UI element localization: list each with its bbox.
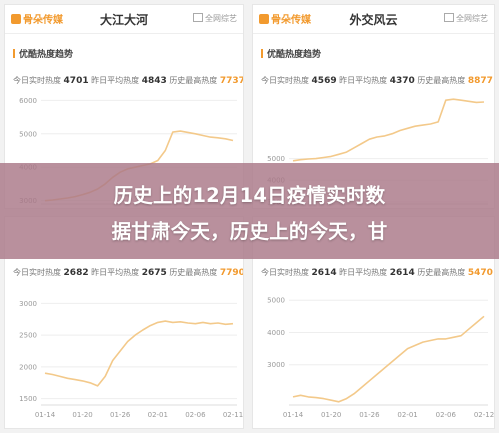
- history-max-heat: 7790: [219, 268, 244, 278]
- tv-icon: [193, 13, 203, 22]
- guduo-logo-icon: [259, 14, 269, 24]
- series-line: [44, 320, 234, 387]
- show-title: 外交风云: [349, 13, 398, 27]
- category-tag: 全网综艺: [444, 13, 488, 24]
- brand-logo: 骨朵传媒: [11, 11, 63, 26]
- y-tick-label: 1500: [19, 395, 37, 403]
- heat-trend-chart: 3000 2500 2000 1500 01-14 01-20 01-26 02-01 02-0…: [19, 300, 243, 419]
- card-header: 骨朵传媒 大江大河 全网综艺: [5, 5, 243, 34]
- y-tick-label: 6000: [19, 97, 37, 105]
- section-bar-icon: [13, 49, 15, 58]
- x-tick-label: 01-26: [359, 411, 380, 419]
- x-tick-label: 01-14: [35, 411, 56, 419]
- x-tick-label: 02-01: [397, 411, 417, 419]
- yesterday-heat: 2614: [389, 268, 415, 278]
- x-tick-label: 01-14: [283, 411, 304, 419]
- heat-stats: 今日实时热度 4569 昨日平均热度 4370 历史最高热度 8877: [261, 76, 493, 86]
- yesterday-heat: 2675: [141, 268, 167, 278]
- y-tick-label: 5000: [19, 130, 37, 138]
- yesterday-heat: 4843: [141, 76, 167, 86]
- yesterday-heat: 4370: [389, 76, 415, 86]
- card-header: 骨朵传媒 外交风云 全网综艺: [253, 5, 494, 34]
- x-tick-label: 02-06: [185, 411, 206, 419]
- x-tick-label: 02-12: [474, 411, 494, 419]
- headline-line-1: 历史上的12月14日疫情实时数: [113, 184, 386, 207]
- history-max-heat: 8877: [467, 76, 493, 86]
- series-line: [292, 315, 485, 403]
- x-tick-label: 01-20: [72, 411, 92, 419]
- x-tick-label: 02-06: [436, 411, 457, 419]
- show-title: 大江大河: [99, 13, 148, 27]
- history-max-heat: 5470: [467, 268, 493, 278]
- today-heat: 4701: [63, 76, 89, 86]
- heat-stats: 今日实时热度 2682 昨日平均热度 2675 历史最高热度 7790: [13, 268, 244, 278]
- brand-logo: 骨朵传媒: [259, 11, 311, 26]
- heat-trend-chart: 5000 4000 3000 01-14 01-20 01-26 02-01 02-06 02-…: [267, 297, 494, 419]
- section-title: 优酷热度趋势: [261, 47, 321, 60]
- x-tick-label: 02-11: [223, 411, 243, 419]
- headline-banner: 历史上的12月14日疫情实时数 据甘肃今天，历史上的今天，甘: [0, 163, 499, 259]
- today-heat: 4569: [311, 76, 337, 86]
- y-tick-label: 2500: [19, 332, 37, 340]
- today-heat: 2682: [63, 268, 89, 278]
- y-tick-label: 3000: [19, 300, 37, 308]
- y-tick-label: 5000: [267, 297, 285, 305]
- section-title: 优酷热度趋势: [13, 47, 73, 60]
- x-tick-label: 01-26: [110, 411, 131, 419]
- x-tick-label: 02-01: [148, 411, 168, 419]
- history-max-heat: 7737: [219, 76, 244, 86]
- section-bar-icon: [261, 49, 263, 58]
- category-tag: 全网综艺: [193, 13, 237, 24]
- headline-line-2: 据甘肃今天，历史上的今天，甘: [111, 220, 388, 243]
- y-tick-label: 5000: [267, 155, 285, 163]
- y-tick-label: 4000: [267, 329, 285, 337]
- today-heat: 2614: [311, 268, 337, 278]
- guduo-logo-icon: [11, 14, 21, 24]
- tv-icon: [444, 13, 454, 22]
- y-tick-label: 3000: [267, 361, 285, 369]
- heat-stats: 今日实时热度 2614 昨日平均热度 2614 历史最高热度 5470: [261, 268, 493, 278]
- y-tick-label: 2000: [19, 363, 37, 371]
- x-tick-label: 01-20: [321, 411, 341, 419]
- series-line: [292, 98, 485, 162]
- heat-stats: 今日实时热度 4701 昨日平均热度 4843 历史最高热度 7737: [13, 76, 244, 86]
